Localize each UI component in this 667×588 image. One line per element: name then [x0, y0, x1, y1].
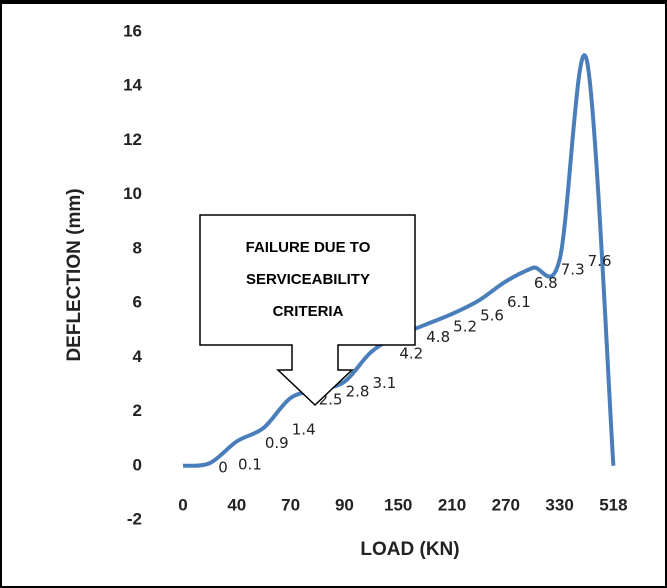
y-tick-label: -2 [127, 509, 142, 528]
data-label: 7.3 [561, 260, 585, 278]
data-label: 5.6 [480, 306, 504, 324]
x-tick-label: 270 [492, 495, 520, 514]
data-label: 3.1 [372, 374, 396, 392]
y-tick-label: 2 [133, 401, 142, 420]
data-label: 4.2 [399, 344, 423, 362]
y-tick-label: 14 [123, 76, 142, 95]
y-tick-label: 12 [123, 130, 142, 149]
x-axis-label: LOAD (KN) [360, 539, 459, 560]
x-tick-label: 330 [545, 495, 573, 514]
data-label: 0.9 [265, 434, 289, 452]
y-tick-label: 10 [123, 184, 142, 203]
data-label: 6.8 [534, 274, 558, 292]
y-axis-label: DEFLECTION (mm) [64, 188, 85, 361]
y-tick-label: 6 [133, 293, 142, 312]
y-tick-label: 16 [123, 21, 142, 40]
data-label: 0.1 [238, 456, 262, 474]
x-tick-label: 70 [281, 495, 300, 514]
x-tick-label: 90 [335, 495, 354, 514]
annotation: FAILURE DUE TO [246, 239, 371, 256]
data-label: 1.4 [292, 420, 316, 438]
x-tick-label: 518 [599, 495, 627, 514]
x-tick-label: 210 [438, 495, 466, 514]
data-label: 2.8 [346, 382, 370, 400]
x-tick-label: 150 [384, 495, 412, 514]
data-label: 4.8 [426, 328, 450, 346]
annotation: SERVICEABILITY [246, 271, 370, 288]
y-tick-label: 8 [133, 238, 142, 257]
annotation: CRITERIA [273, 303, 344, 320]
y-tick-label: 0 [133, 455, 142, 474]
data-label: 7.6 [588, 252, 612, 270]
data-label: 5.2 [453, 317, 477, 335]
y-tick-label: 4 [133, 347, 143, 366]
data-label: 0 [218, 458, 228, 476]
x-tick-label: 0 [178, 495, 187, 514]
data-label: 6.1 [507, 293, 531, 311]
data-line [182, 53, 616, 468]
x-tick-label: 40 [227, 495, 246, 514]
callout [199, 214, 416, 407]
